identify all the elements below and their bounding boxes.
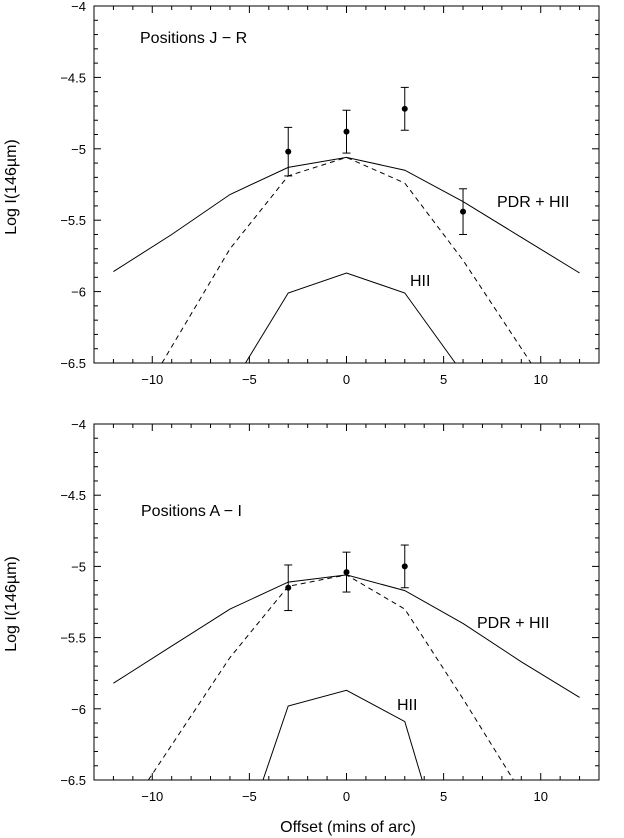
axis-ticks: −6.5 −6 −5.5 −5 −4.5 −4 −10 −5 0 5 10: [60, 417, 599, 804]
plot-frame: [93, 5, 600, 364]
annotation-pdr-hii: PDR + HII: [497, 194, 569, 211]
annotation-pdr-hii: PDR + HII: [477, 615, 549, 632]
annotation-positions: Positions A − I: [141, 503, 242, 520]
y-tick-label: −6.5: [60, 773, 86, 788]
annotation-hii: HII: [397, 697, 417, 714]
x-tick-label: 10: [533, 372, 547, 387]
top-panel: −6.5 −6 −5.5 −5 −4.5 −4 −10 −5 0 5 10 Log I(146µm)…: [3, 0, 600, 387]
y-tick-label: −4: [71, 0, 86, 14]
pdr-hii-curve: [113, 574, 580, 698]
data-point: [343, 569, 350, 576]
axis-ticks: −6.5 −6 −5.5 −5 −4.5 −4 −10 −5 0 5 10: [60, 0, 599, 387]
data-point: [285, 148, 292, 155]
hii-curve: [245, 272, 456, 364]
annotation-hii: HII: [410, 273, 430, 290]
data-point: [401, 563, 408, 570]
y-tick-label: −4: [71, 417, 86, 432]
x-tick-label: 5: [440, 789, 447, 804]
y-axis-label: Log I(146µm): [3, 556, 20, 651]
x-tick-label: 5: [440, 372, 447, 387]
plot-frame: [93, 423, 600, 781]
y-tick-label: −5.5: [60, 213, 86, 228]
y-axis-label: Log I(146µm): [3, 139, 20, 234]
x-axis-label: Offset (mins of arc): [280, 819, 416, 836]
y-tick-label: −5: [71, 559, 86, 574]
bottom-panel: −6.5 −6 −5.5 −5 −4.5 −4 −10 −5 0 5 10 Log I(146µm)…: [3, 417, 600, 836]
y-tick-label: −6: [71, 285, 86, 300]
x-tick-label: −10: [141, 789, 163, 804]
x-tick-label: −10: [141, 372, 163, 387]
x-tick-label: 0: [343, 789, 350, 804]
x-tick-label: −5: [242, 372, 257, 387]
x-tick-label: 10: [533, 789, 547, 804]
y-tick-label: −4.5: [60, 70, 86, 85]
pdr-hii-curve: [113, 156, 580, 274]
data-point: [285, 584, 292, 591]
y-tick-label: −4.5: [60, 488, 86, 503]
data-points: [284, 544, 409, 612]
data-point: [343, 128, 350, 135]
data-point: [460, 208, 467, 215]
y-tick-label: −6.5: [60, 356, 86, 371]
dashed-curve: [161, 156, 532, 364]
annotation-positions: Positions J − R: [140, 30, 247, 47]
data-points: [284, 86, 468, 235]
y-tick-label: −6: [71, 702, 86, 717]
data-point: [401, 105, 408, 112]
y-tick-label: −5: [71, 142, 86, 157]
dashed-curve: [147, 574, 514, 781]
x-tick-label: −5: [242, 789, 257, 804]
series-group: [113, 574, 580, 781]
x-tick-label: 0: [343, 372, 350, 387]
hii-curve: [262, 689, 423, 781]
y-tick-label: −5.5: [60, 631, 86, 646]
series-group: [113, 156, 580, 364]
